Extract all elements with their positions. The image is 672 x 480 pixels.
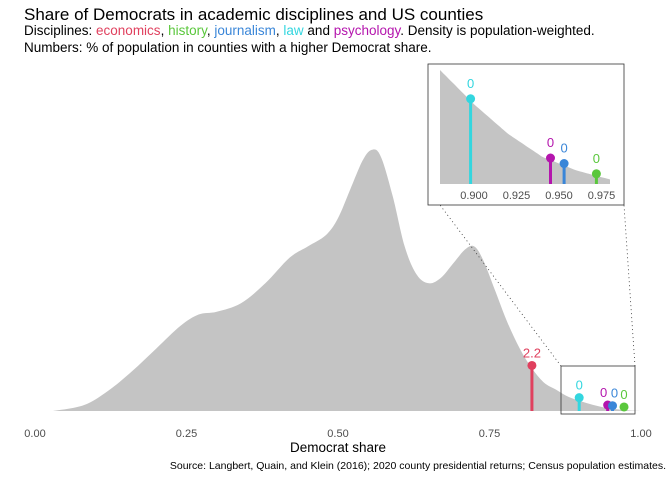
inset-x-tick-label: 0.900: [460, 190, 488, 202]
marker-point-journalism: [608, 401, 618, 411]
legend-separator: ,: [206, 23, 215, 38]
marker-point-economics: [527, 360, 537, 370]
zoom-box: [560, 365, 636, 415]
marker-label-history: 0: [620, 387, 627, 402]
marker-label-law: 0: [576, 378, 583, 393]
marker-label-economics: 2.2: [523, 345, 541, 360]
subtitle-prefix: Disciplines:: [24, 23, 97, 38]
x-tick-label: 0.75: [479, 428, 500, 440]
legend-law: law: [283, 23, 304, 38]
legend-history: history: [168, 23, 207, 38]
inset-point-law: [466, 94, 476, 104]
inset-point-psychology: [546, 153, 555, 163]
x-axis-title: Democrat share: [290, 440, 386, 455]
inset-x-tick-label: 0.925: [503, 190, 531, 202]
inset-x-tick-label: 0.950: [545, 190, 573, 202]
legend-psychology: psychology: [333, 23, 401, 38]
inset-point-journalism: [559, 159, 569, 169]
discipline-legend: economics, history, journalism, law and …: [96, 23, 400, 38]
marker-point-history: [619, 402, 629, 412]
chart-subtitle-disciplines: Disciplines: economics, history, journal…: [24, 23, 595, 38]
x-tick-label: 1.00: [630, 428, 651, 440]
chart-subtitle-numbers: Numbers: % of population in counties wit…: [24, 40, 432, 55]
marker-label-psychology: 0: [600, 385, 607, 400]
inset-label-journalism: 0: [560, 141, 567, 156]
subtitle-suffix: . Density is population-weighted.: [400, 23, 595, 38]
marker-point-law: [574, 393, 584, 403]
marker-label-journalism: 0: [611, 386, 618, 401]
chart-title: Share of Democrats in academic disciplin…: [24, 5, 484, 24]
density-area: [53, 149, 642, 411]
x-tick-label: 0.50: [327, 428, 348, 440]
x-tick-label: 0.00: [24, 428, 45, 440]
source-caption: Source: Langbert, Quain, and Klein (2016…: [169, 460, 666, 472]
inset-label-psychology: 0: [547, 135, 554, 150]
legend-separator: ,: [160, 23, 169, 38]
inset-label-law: 0: [467, 76, 474, 91]
zoom-connector-left: [439, 204, 562, 367]
legend-separator: ,: [275, 23, 284, 38]
legend-journalism: journalism: [214, 23, 276, 38]
zoom-connector-right: [623, 204, 636, 367]
inset-density-area: [440, 70, 610, 184]
legend-separator: and: [303, 23, 334, 38]
inset-x-tick-label: 0.975: [588, 190, 616, 202]
inset-point-history: [591, 169, 601, 179]
x-tick-label: 0.25: [176, 428, 197, 440]
inset-label-history: 0: [593, 151, 600, 166]
legend-economics: economics: [96, 23, 161, 38]
